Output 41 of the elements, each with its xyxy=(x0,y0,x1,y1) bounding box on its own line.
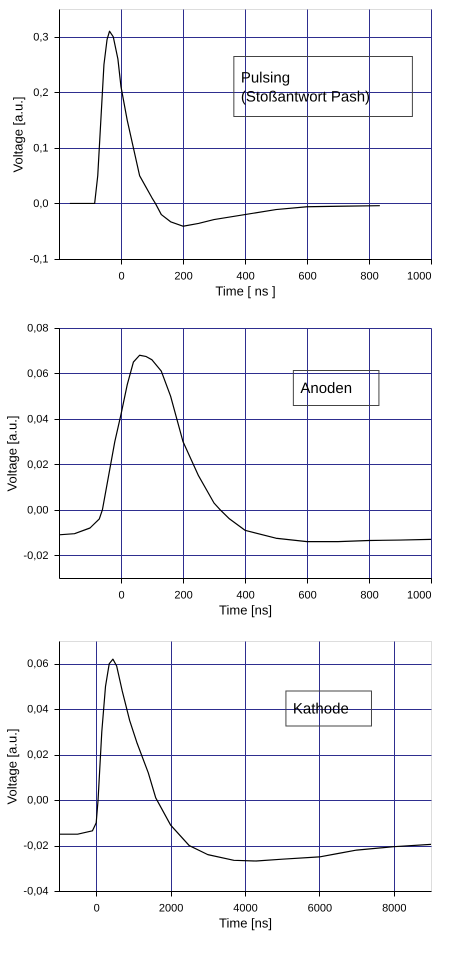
x-tick-label: 400 xyxy=(236,590,255,602)
y-tick-label: 0,2 xyxy=(33,86,48,99)
y-tick-label: 0,00 xyxy=(27,794,48,807)
x-tick-label: 2000 xyxy=(158,902,184,914)
y-tick-label: 0,06 xyxy=(27,368,48,380)
y-tick-label: 0,1 xyxy=(33,142,48,154)
x-tick-label: 1000 xyxy=(407,270,432,282)
y-tick-label: 0,02 xyxy=(27,458,48,471)
y-tick-label: 0,3 xyxy=(33,31,48,44)
x-tick-label: 8000 xyxy=(382,902,407,914)
x-tick-label: 800 xyxy=(360,270,379,282)
y-tick-label: -0,02 xyxy=(23,840,48,852)
x-tick-label: 200 xyxy=(174,270,193,282)
x-tick-label: 200 xyxy=(174,590,193,602)
x-tick-label: 6000 xyxy=(308,902,332,914)
y-tick-label: 0,04 xyxy=(27,413,48,426)
line-series xyxy=(69,30,380,227)
y-tick-label: -0,02 xyxy=(23,550,48,562)
y-axis-title: Voltage [a.u.] xyxy=(4,728,20,804)
x-tick-label: 0 xyxy=(118,590,125,602)
y-tick-label: 0,00 xyxy=(27,504,48,516)
x-tick-label: 800 xyxy=(360,590,379,602)
y-tick-label: 0,08 xyxy=(27,322,48,334)
x-tick-label: 0 xyxy=(118,270,125,282)
y-axis-title: Voltage [a.u.] xyxy=(10,96,26,172)
x-axis-title: Time [ns] xyxy=(219,602,272,618)
y-tick-label: 0,02 xyxy=(27,749,48,762)
y-tick-label: 0,04 xyxy=(27,704,48,716)
y-axis-title: Voltage [a.u.] xyxy=(4,416,20,492)
x-tick-label: 600 xyxy=(298,590,317,602)
x-tick-label: 600 xyxy=(298,270,317,282)
y-tick-label: 0,0 xyxy=(33,198,48,210)
x-axis-title: Time [ns] xyxy=(219,916,272,930)
y-tick-label: -0,04 xyxy=(23,886,48,898)
x-axis-title: Time [ ns ] xyxy=(215,284,276,298)
x-tick-label: 400 xyxy=(236,270,255,282)
y-tick-label: 0,06 xyxy=(27,658,48,670)
x-tick-label: 4000 xyxy=(233,902,258,914)
x-tick-label: 0 xyxy=(94,902,100,914)
y-tick-label: -0,1 xyxy=(30,254,48,266)
x-tick-label: 1000 xyxy=(407,590,432,602)
